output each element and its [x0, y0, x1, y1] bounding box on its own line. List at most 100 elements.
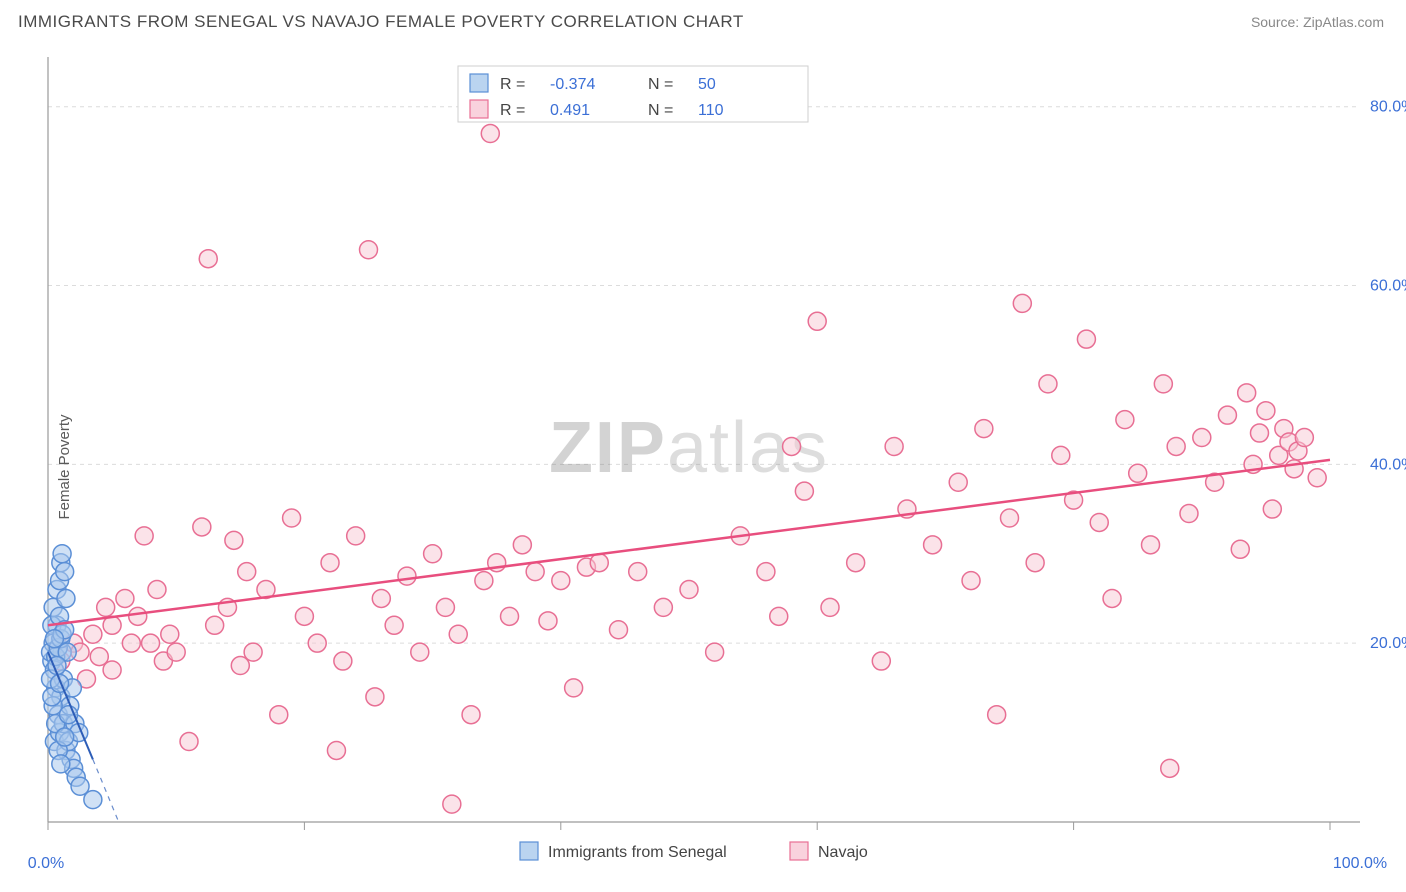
bottom-legend-swatch [520, 842, 538, 860]
data-point [167, 643, 185, 661]
x-tick-label: 0.0% [28, 855, 64, 872]
data-point [84, 791, 102, 809]
data-point [680, 581, 698, 599]
data-point [1180, 505, 1198, 523]
data-point [449, 625, 467, 643]
legend-n-label: N = [648, 76, 673, 93]
data-point [808, 312, 826, 330]
data-point [1077, 330, 1095, 348]
data-point [962, 572, 980, 590]
scatter-chart: 20.0%40.0%60.0%80.0%0.0%100.0%ZIPatlasR … [0, 42, 1406, 892]
data-point [609, 621, 627, 639]
bottom-legend-label: Immigrants from Senegal [548, 844, 727, 861]
bottom-legend-label: Navajo [818, 844, 868, 861]
data-point [481, 125, 499, 143]
data-point [1193, 429, 1211, 447]
data-point [654, 598, 672, 616]
data-point [988, 706, 1006, 724]
data-point [1116, 411, 1134, 429]
data-point [872, 652, 890, 670]
data-point [1231, 540, 1249, 558]
data-point [1026, 554, 1044, 572]
data-point [821, 598, 839, 616]
data-point [225, 531, 243, 549]
data-point [135, 527, 153, 545]
data-point [475, 572, 493, 590]
data-point [1154, 375, 1172, 393]
legend-swatch [470, 74, 488, 92]
data-point [84, 625, 102, 643]
chart-title: IMMIGRANTS FROM SENEGAL VS NAVAJO FEMALE… [18, 12, 744, 32]
source-label: Source: ZipAtlas.com [1251, 14, 1384, 30]
data-point [56, 563, 74, 581]
data-point [1039, 375, 1057, 393]
data-point [199, 250, 217, 268]
data-point [783, 437, 801, 455]
data-point [327, 741, 345, 759]
data-point [462, 706, 480, 724]
data-point [57, 589, 75, 607]
data-point [1142, 536, 1160, 554]
data-point [1218, 406, 1236, 424]
legend-n-value: 110 [698, 102, 724, 119]
data-point [180, 733, 198, 751]
data-point [1308, 469, 1326, 487]
data-point [706, 643, 724, 661]
data-point [148, 581, 166, 599]
data-point [1238, 384, 1256, 402]
data-point [142, 634, 160, 652]
data-point [56, 728, 74, 746]
y-tick-label: 80.0% [1370, 99, 1406, 116]
data-point [334, 652, 352, 670]
x-tick-label: 100.0% [1333, 855, 1387, 872]
data-point [347, 527, 365, 545]
data-point [949, 473, 967, 491]
data-point [161, 625, 179, 643]
data-point [795, 482, 813, 500]
bottom-legend-swatch [790, 842, 808, 860]
data-point [238, 563, 256, 581]
y-axis-label: Female Poverty [56, 414, 73, 519]
data-point [424, 545, 442, 563]
y-tick-label: 20.0% [1370, 635, 1406, 652]
data-point [436, 598, 454, 616]
data-point [51, 674, 69, 692]
y-tick-label: 40.0% [1370, 456, 1406, 473]
legend-r-label: R = [500, 76, 525, 93]
data-point [565, 679, 583, 697]
data-point [1250, 424, 1268, 442]
legend-r-label: R = [500, 102, 525, 119]
data-point [385, 616, 403, 634]
y-tick-label: 60.0% [1370, 278, 1406, 295]
data-point [366, 688, 384, 706]
data-point [53, 545, 71, 563]
data-point [590, 554, 608, 572]
data-point [283, 509, 301, 527]
legend-r-value: -0.374 [550, 76, 595, 93]
data-point [1001, 509, 1019, 527]
data-point [552, 572, 570, 590]
data-point [244, 643, 262, 661]
chart-container: Female Poverty 20.0% 40.0% 60.0% 80.0% 0.0% 1… [0, 42, 1406, 892]
data-point [757, 563, 775, 581]
legend-n-value: 50 [698, 76, 716, 93]
data-point [321, 554, 339, 572]
data-point [513, 536, 531, 554]
data-point [847, 554, 865, 572]
data-point [97, 598, 115, 616]
data-point [629, 563, 647, 581]
data-point [924, 536, 942, 554]
data-point [1103, 589, 1121, 607]
data-point [885, 437, 903, 455]
data-point [116, 589, 134, 607]
data-point [975, 420, 993, 438]
data-point [360, 241, 378, 259]
data-point [411, 643, 429, 661]
data-point [1013, 294, 1031, 312]
data-point [52, 755, 70, 773]
data-point [398, 567, 416, 585]
data-point [1263, 500, 1281, 518]
data-point [1090, 513, 1108, 531]
data-point [295, 607, 313, 625]
data-point [103, 661, 121, 679]
